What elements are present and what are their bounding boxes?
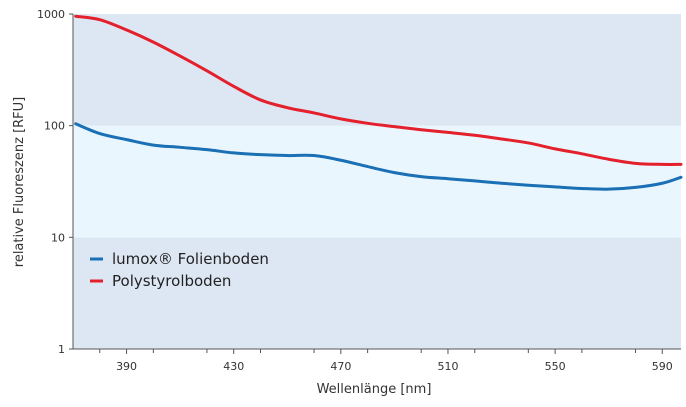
x-axis-ticks: 390 430 470 510 550 590 [99, 349, 673, 373]
x-tick-label-510: 510 [437, 360, 458, 373]
y-tick-label-100: 100 [44, 120, 65, 133]
y-tick-label-1000: 1000 [37, 8, 65, 21]
x-tick-label-590: 590 [652, 360, 673, 373]
legend-label-polystyrol: Polystyrolboden [112, 272, 231, 290]
x-tick-label-390: 390 [116, 360, 137, 373]
band-0 [73, 237, 681, 349]
series-line-polystyrol [74, 14, 683, 166]
legend: lumox® Folienboden Polystyrolboden [90, 250, 269, 290]
y-axis-ticks: 1 10 100 1000 [37, 8, 73, 356]
series-line-lumox [74, 122, 683, 191]
x-axis-title: Wellenlänge [nm] [317, 382, 432, 397]
y-axis-title: relative Fluoreszenz [RFU] [12, 97, 27, 267]
x-tick-label-470: 470 [330, 360, 351, 373]
axes [72, 14, 681, 350]
series-lines [74, 14, 683, 191]
legend-label-lumox: lumox® Folienboden [112, 250, 269, 268]
y-tick-label-1: 1 [58, 343, 65, 356]
background-bands [73, 14, 681, 349]
band-2 [73, 14, 681, 126]
x-tick-label-430: 430 [223, 360, 244, 373]
y-tick-label-10: 10 [51, 231, 65, 244]
band-1 [73, 125, 681, 238]
x-tick-label-550: 550 [545, 360, 566, 373]
